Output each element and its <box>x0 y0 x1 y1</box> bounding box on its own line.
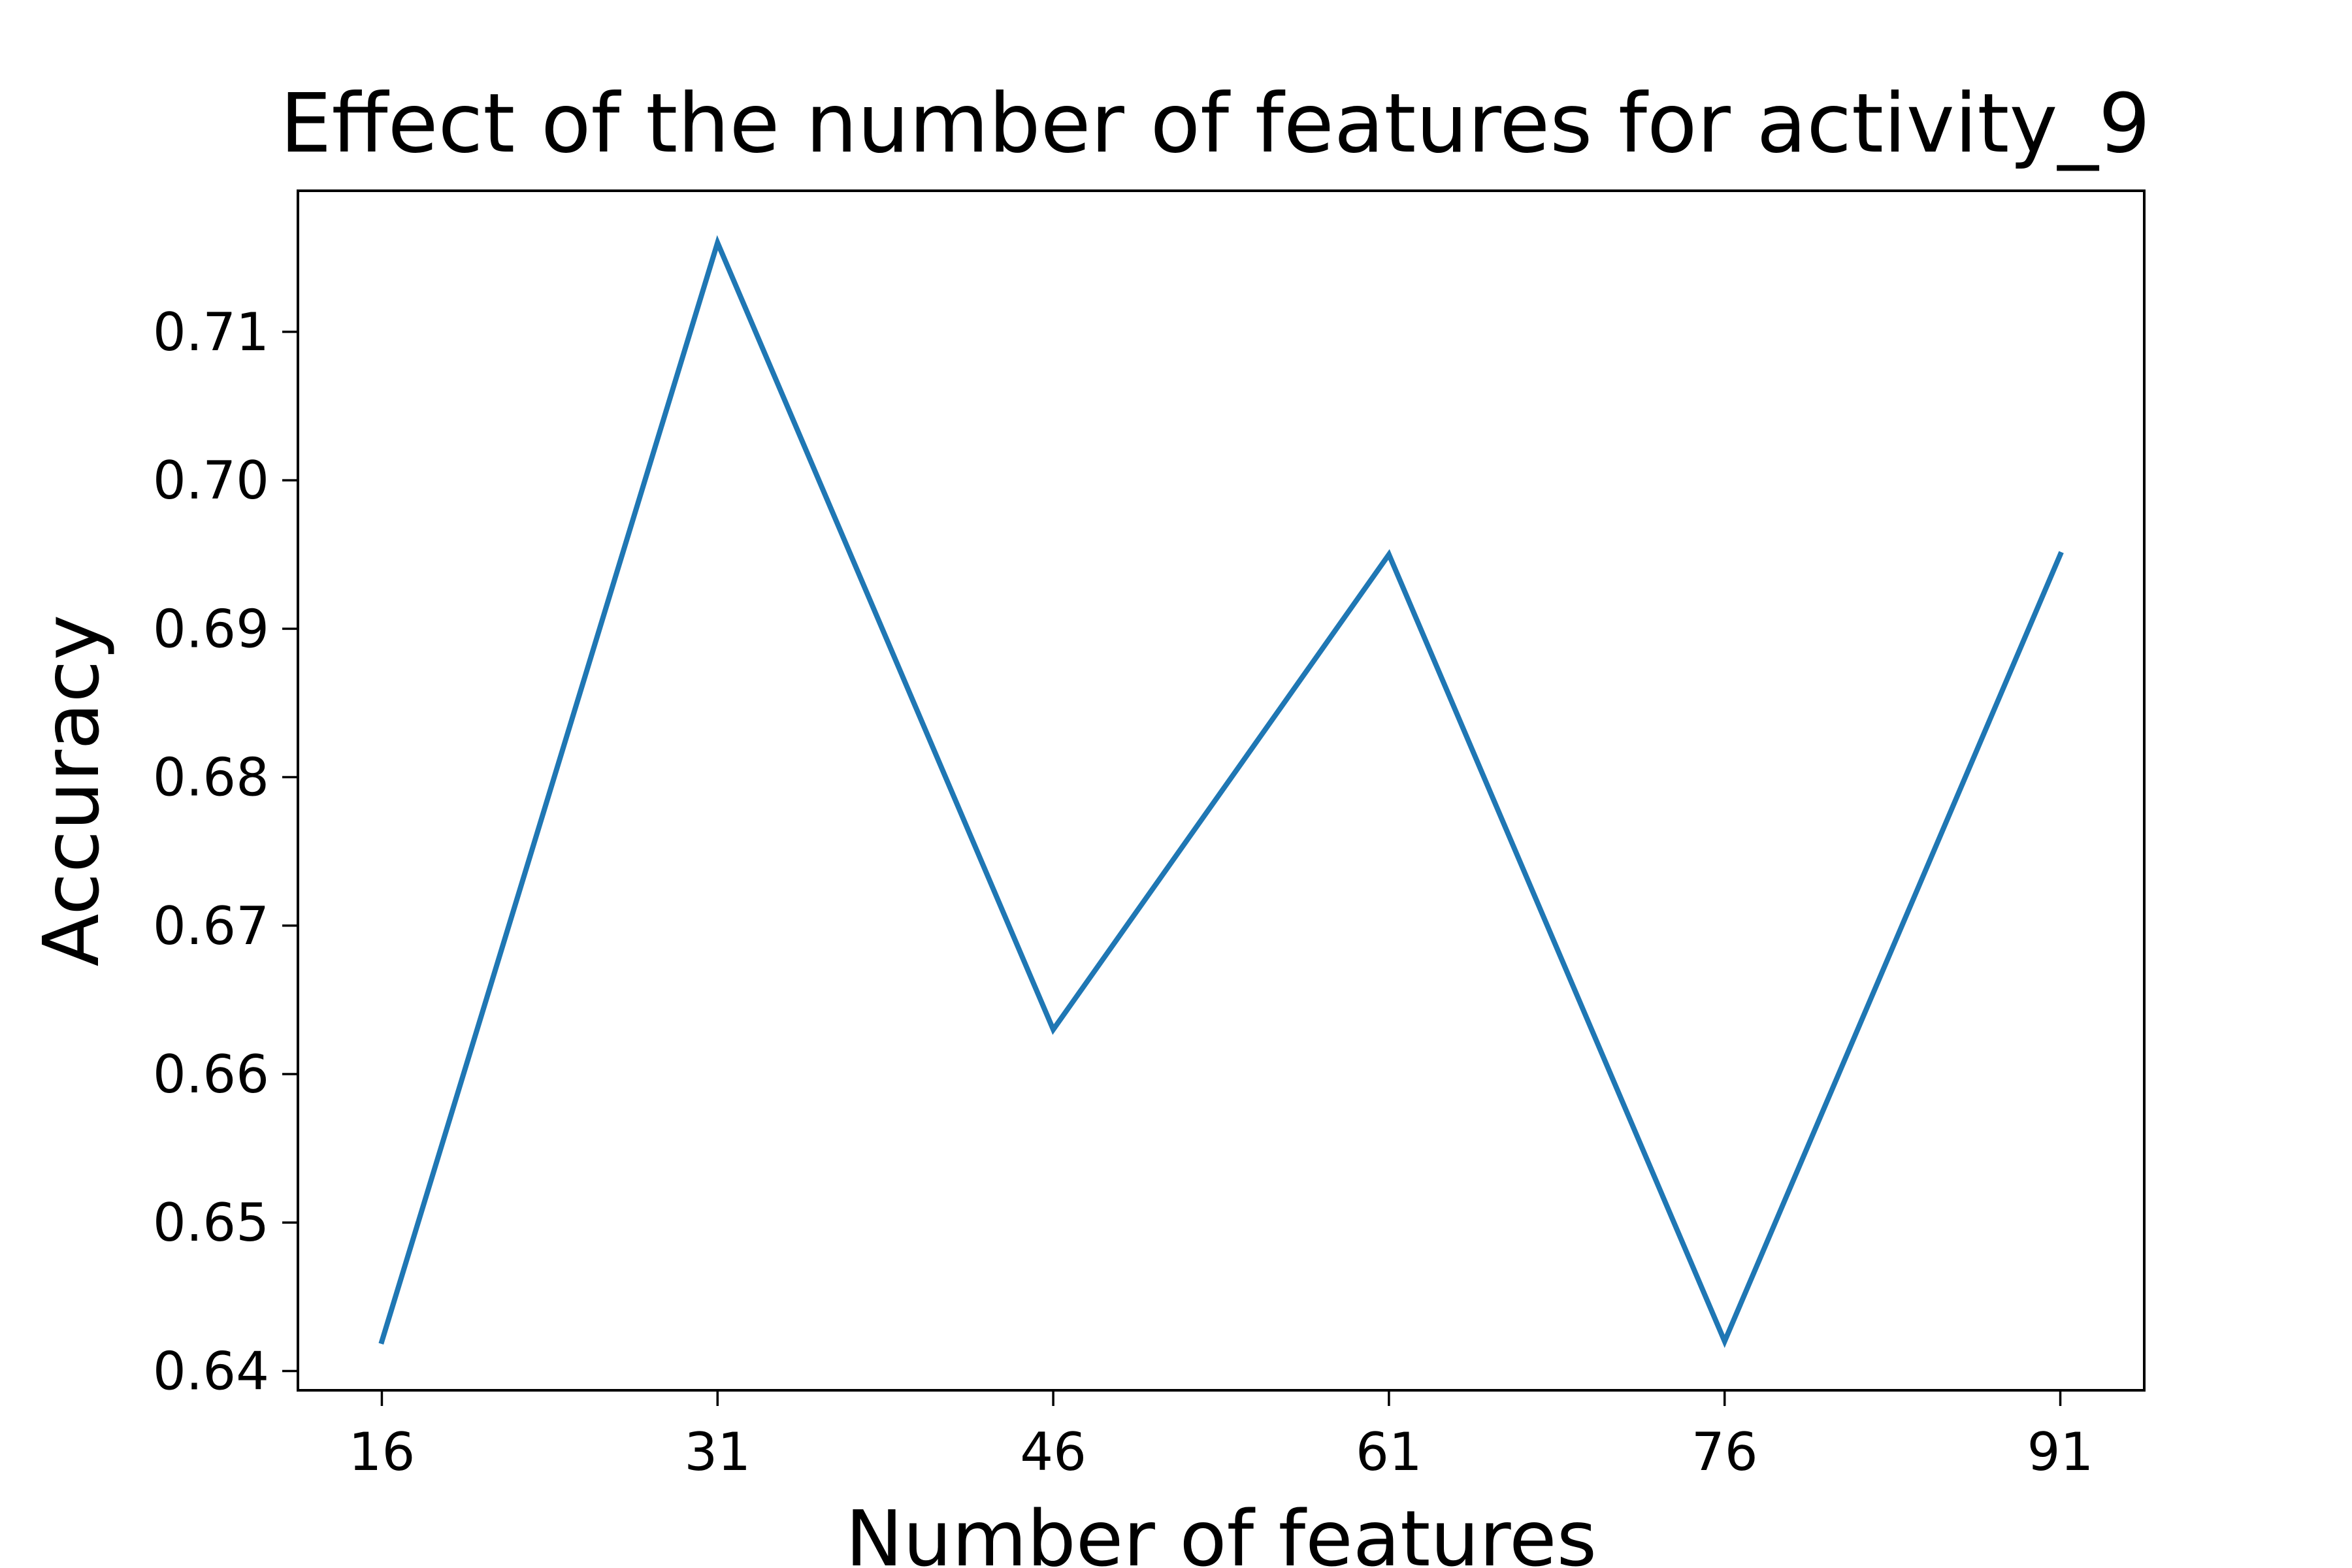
y-tick-label: 0.64 <box>153 1341 269 1401</box>
y-axis-label: Accuracy <box>26 615 116 967</box>
y-tick-label: 0.66 <box>153 1044 269 1105</box>
x-axis-ticks: 16 31 46 61 76 91 <box>349 1390 2094 1482</box>
y-tick-label: 0.71 <box>153 302 269 363</box>
y-tick-label: 0.69 <box>153 598 269 659</box>
x-axis-label: Number of features <box>845 1494 1597 1568</box>
x-tick-label: 91 <box>2027 1422 2094 1482</box>
y-axis-ticks: 0.64 0.65 0.66 0.67 0.68 0.69 0.70 0.71 <box>153 302 298 1401</box>
x-tick-label: 76 <box>1691 1422 1758 1482</box>
y-tick-label: 0.65 <box>153 1192 269 1253</box>
series-line <box>378 235 2064 1348</box>
x-tick-label: 61 <box>1356 1422 1422 1482</box>
x-tick-label: 46 <box>1020 1422 1086 1482</box>
y-tick-label: 0.70 <box>153 450 269 511</box>
y-tick-label: 0.68 <box>153 747 269 808</box>
y-tick-label: 0.67 <box>153 896 269 956</box>
plot-area-frame <box>297 189 2146 1392</box>
x-tick-label: 31 <box>684 1422 751 1482</box>
x-tick-label: 16 <box>349 1422 416 1482</box>
chart-title: Effect of the number of features for act… <box>280 76 2151 171</box>
series-layer <box>378 235 2064 1348</box>
